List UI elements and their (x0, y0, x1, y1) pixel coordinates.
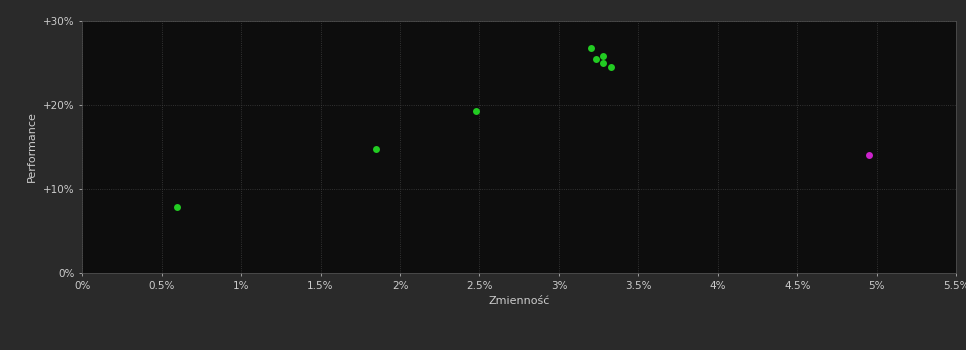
Point (604, 64, 619, 70)
Point (862, 153, 877, 158)
Point (583, 45, 599, 51)
Point (170, 205, 185, 210)
Point (469, 108, 484, 114)
Point (596, 60, 611, 66)
Y-axis label: Performance: Performance (27, 112, 38, 182)
Point (368, 146, 384, 152)
Point (587, 56, 603, 62)
Point (596, 54, 611, 59)
X-axis label: Zmienność: Zmienność (489, 296, 550, 306)
